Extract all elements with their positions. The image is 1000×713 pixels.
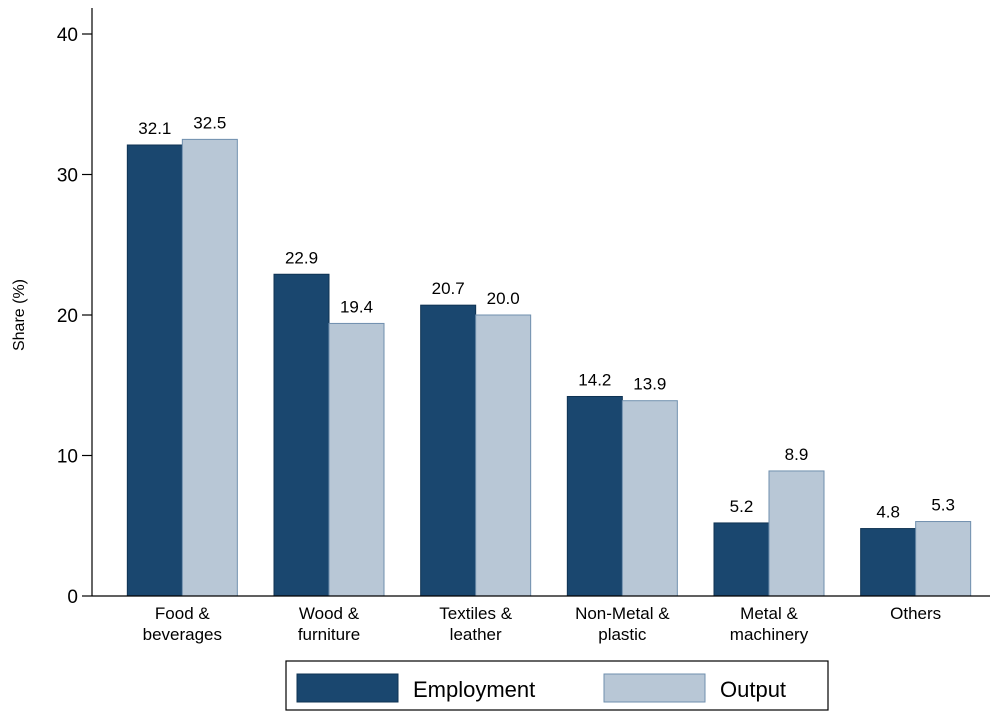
- x-tick-label: leather: [450, 625, 502, 644]
- x-tick-label: Wood &: [299, 604, 360, 623]
- bar-employment: [566, 395, 623, 597]
- bar-output: [475, 314, 532, 597]
- legend-label-output: Output: [720, 677, 786, 702]
- bar-employment: [713, 522, 770, 597]
- x-tick-label: Textiles &: [439, 604, 512, 623]
- bar-output: [621, 400, 678, 597]
- x-tick-label: Non-Metal &: [575, 604, 670, 623]
- y-axis-title: Share (%): [11, 279, 28, 351]
- bar-employment: [126, 144, 183, 597]
- y-axis: 0 10 20 30 40: [57, 8, 93, 608]
- y-tick-label: 0: [67, 587, 78, 608]
- y-tick-label: 30: [57, 166, 78, 187]
- bar-employment: [420, 304, 477, 597]
- legend-label-employment: Employment: [413, 677, 535, 702]
- legend-swatch-output: [603, 673, 706, 703]
- value-label: 19.4: [340, 297, 373, 316]
- value-label: 14.2: [578, 370, 611, 389]
- value-labels: 32.1 32.5 22.9 19.4 20.7 20.0 14.2 13.9 5.2 8.9 4.…: [138, 113, 955, 521]
- value-label: 22.9: [285, 248, 318, 267]
- bar-output: [181, 138, 238, 597]
- bar-output: [768, 470, 825, 597]
- x-tick-label: machinery: [730, 625, 809, 644]
- bar-output: [328, 322, 385, 597]
- x-tick-label: plastic: [598, 625, 647, 644]
- value-label: 32.5: [193, 113, 226, 132]
- value-label: 5.3: [931, 496, 955, 515]
- x-axis: Food & beverages Wood & furniture Textiles &…: [92, 595, 990, 644]
- bar-output: [915, 521, 972, 597]
- value-label: 32.1: [138, 119, 171, 138]
- value-label: 8.9: [785, 445, 809, 464]
- bar-employment: [860, 528, 917, 597]
- y-tick-label: 40: [57, 25, 78, 46]
- y-tick-label: 20: [57, 306, 78, 327]
- x-tick-label: beverages: [143, 625, 222, 644]
- bars: [126, 138, 972, 597]
- x-tick-label: furniture: [298, 625, 360, 644]
- legend: Employment Output: [285, 660, 829, 711]
- value-label: 20.0: [487, 289, 520, 308]
- value-label: 20.7: [432, 279, 465, 298]
- bar-employment: [273, 273, 330, 597]
- x-tick-label: Others: [890, 604, 941, 623]
- value-label: 5.2: [730, 497, 754, 516]
- value-label: 13.9: [633, 375, 666, 394]
- x-tick-label: Food &: [155, 604, 210, 623]
- legend-swatch-employment: [296, 673, 399, 703]
- x-tick-label: Metal &: [740, 604, 798, 623]
- value-label: 4.8: [876, 503, 900, 522]
- y-tick-label: 10: [57, 447, 78, 468]
